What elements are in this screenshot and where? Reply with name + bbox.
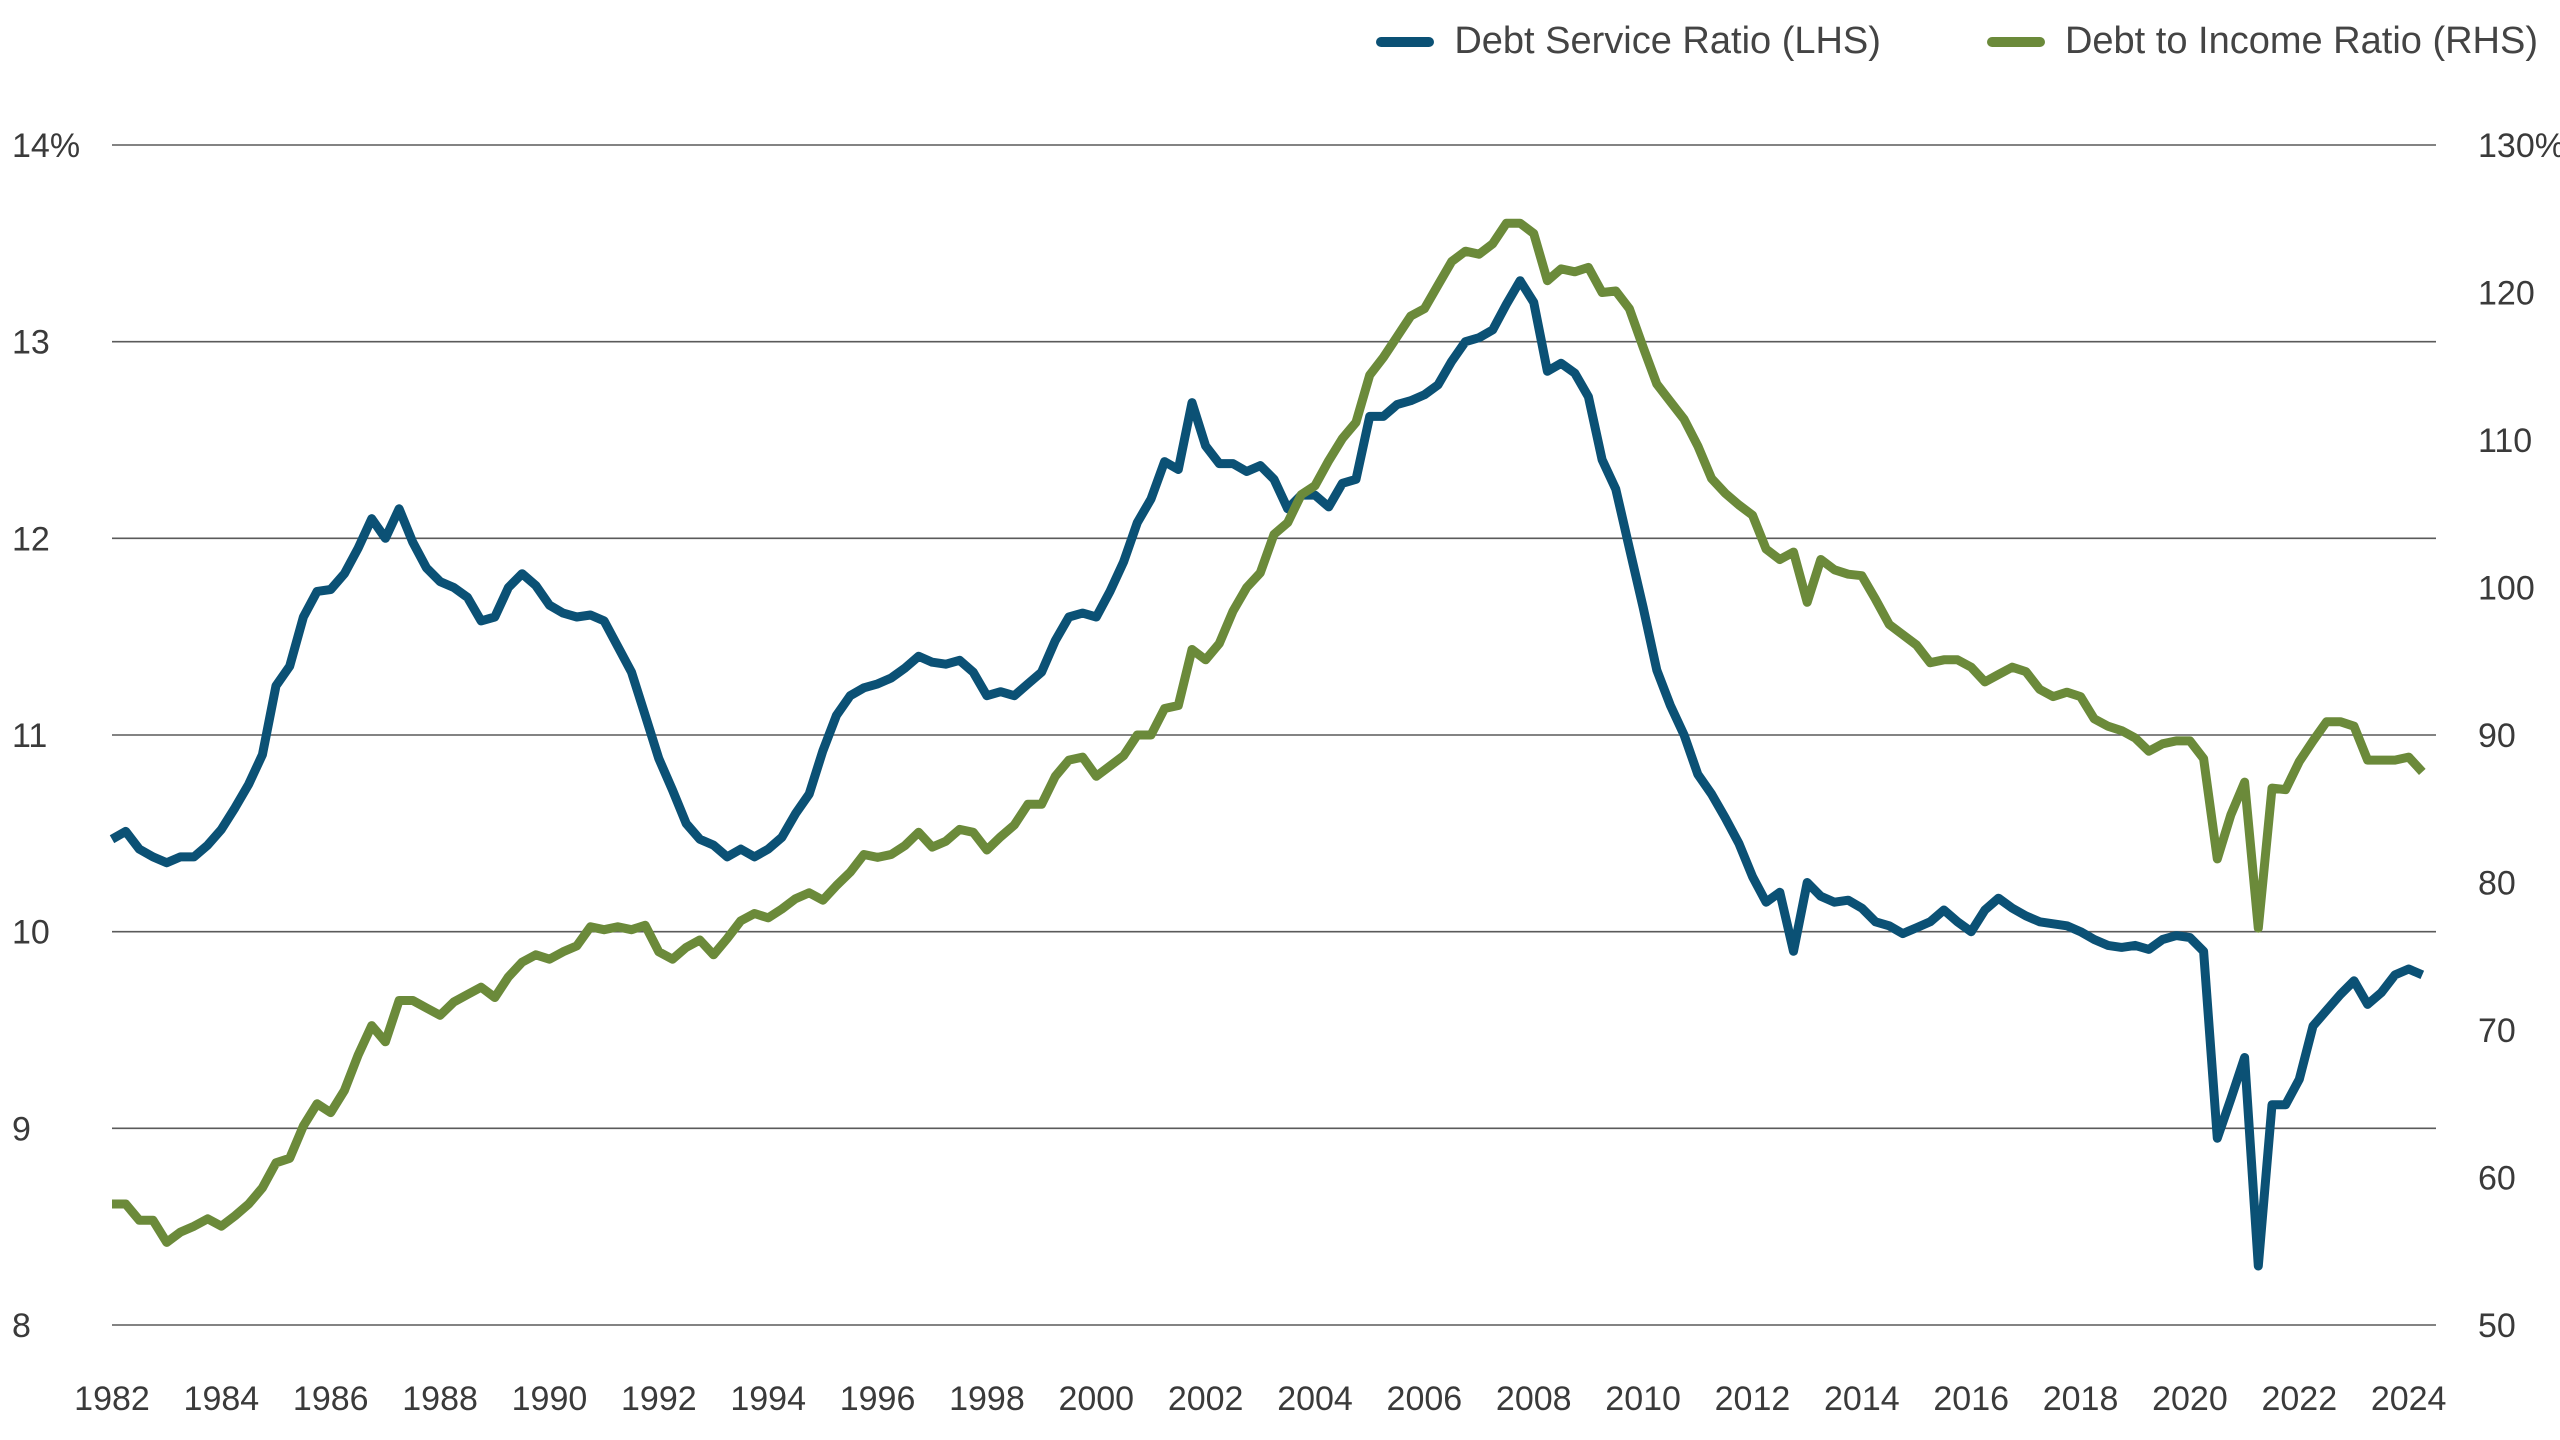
x-tick-label: 1996 [840, 1380, 916, 1418]
x-tick-label: 2018 [2043, 1380, 2119, 1418]
legend: Debt Service Ratio (LHS) Debt to Income … [1376, 20, 2538, 63]
left-tick-label: 9 [12, 1110, 31, 1148]
x-tick-label: 2000 [1058, 1380, 1134, 1418]
x-tick-label: 2008 [1496, 1380, 1572, 1418]
x-tick-label: 1992 [621, 1380, 697, 1418]
x-tick-label: 2014 [1824, 1380, 1900, 1418]
series-line-debt-service-ratio [109, 276, 2425, 1271]
right-tick-label: 50 [2478, 1307, 2516, 1345]
right-tick-label: 90 [2478, 717, 2516, 755]
x-tick-label: 2016 [1933, 1380, 2009, 1418]
left-tick-label: 8 [12, 1307, 31, 1345]
right-tick-label: 70 [2478, 1012, 2516, 1050]
grid-lines [112, 144, 2436, 1326]
x-tick-label: 2010 [1605, 1380, 1681, 1418]
right-tick-label: 80 [2478, 865, 2516, 903]
x-tick-label: 2012 [1715, 1380, 1791, 1418]
x-axis: 1982 1984 1986 1988 1990 1992 1994 1996 1998 2000… [74, 1380, 2446, 1418]
right-tick-label: 100 [2478, 570, 2535, 608]
legend-item-debt-to-income-ratio: Debt to Income Ratio (RHS) [1986, 20, 2538, 63]
left-tick-label: 10 [12, 914, 50, 952]
x-tick-label: 1988 [402, 1380, 478, 1418]
x-tick-label: 1998 [949, 1380, 1025, 1418]
left-tick-label: 14% [12, 127, 80, 165]
legend-swatch-debt-service-ratio [1376, 36, 1435, 47]
x-tick-label: 2022 [2261, 1380, 2337, 1418]
right-tick-label: 130% [2478, 127, 2560, 165]
x-tick-label: 2002 [1168, 1380, 1244, 1418]
legend-swatch-debt-to-income-ratio [1986, 36, 2045, 47]
legend-item-debt-service-ratio: Debt Service Ratio (LHS) [1376, 20, 1881, 63]
x-tick-label: 2020 [2152, 1380, 2228, 1418]
right-tick-label: 110 [2478, 422, 2532, 460]
legend-label-debt-service-ratio: Debt Service Ratio (LHS) [1454, 20, 1881, 62]
right-tick-label: 120 [2478, 275, 2535, 313]
x-tick-label: 1984 [184, 1380, 260, 1418]
right-axis: 130% 120 110 100 90 80 70 60 50 [2478, 127, 2560, 1345]
series-line-debt-to-income-ratio [112, 218, 2426, 1247]
left-axis: 14% 13 12 11 10 9 8 [12, 127, 80, 1345]
x-tick-label: 2024 [2371, 1380, 2447, 1418]
x-tick-label: 1994 [730, 1380, 806, 1418]
x-tick-label: 1986 [293, 1380, 369, 1418]
right-tick-label: 60 [2478, 1160, 2516, 1198]
left-tick-label: 13 [12, 324, 50, 362]
legend-label-debt-to-income-ratio: Debt to Income Ratio (RHS) [2064, 20, 2538, 62]
series-lines [109, 218, 2426, 1271]
x-tick-label: 2006 [1387, 1380, 1463, 1418]
left-tick-label: 12 [12, 520, 50, 558]
x-tick-label: 1990 [512, 1380, 588, 1418]
x-tick-label: 2004 [1277, 1380, 1353, 1418]
x-tick-label: 1982 [74, 1380, 150, 1418]
left-tick-label: 11 [12, 717, 47, 755]
